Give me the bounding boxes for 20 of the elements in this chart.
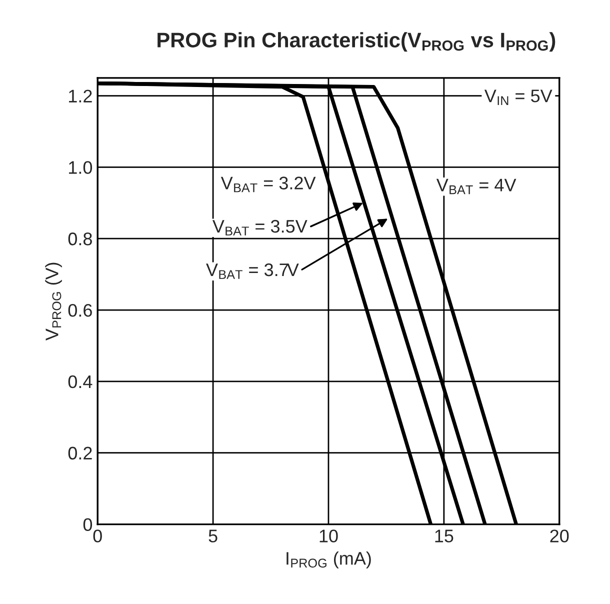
annotation: V$_{BAT}$ = 3.2V	[220, 176, 316, 192]
y-axis-title: V$_{PROG}$ (V)	[45, 262, 62, 341]
y-tick-label: 0.2	[68, 446, 92, 460]
y-tick-label: 0.4	[68, 375, 92, 388]
y-tick-label: 0	[83, 518, 92, 531]
annotation: V$_{BAT}$ = 3.7V	[206, 263, 299, 279]
y-tick-label: 0.6	[68, 304, 92, 317]
y-tick-label: 1.2	[69, 90, 92, 102]
x-tick-label: 15	[435, 530, 454, 542]
y-tick-label: 1.0	[69, 161, 92, 174]
x-tick-label: 0	[93, 530, 102, 542]
y-tick-label: 0.8	[68, 232, 92, 246]
x-tick-label: 5	[208, 530, 218, 542]
annotation: V$_{BAT}$ = 4V	[436, 178, 516, 194]
x-tick-label: 10	[320, 530, 338, 542]
x-tick-label: 20	[550, 530, 569, 542]
annotation: V$_{IN}$ = 5V	[484, 90, 552, 105]
annotation: V$_{BAT}$ = 3.5V	[212, 220, 308, 236]
x-axis-title: I$_{PROG}$ (mA)	[286, 552, 371, 568]
chart-title: PROG Pin Characteristic(V$_{PROG}$ vs I$_{PROG}$)	[158, 32, 556, 52]
